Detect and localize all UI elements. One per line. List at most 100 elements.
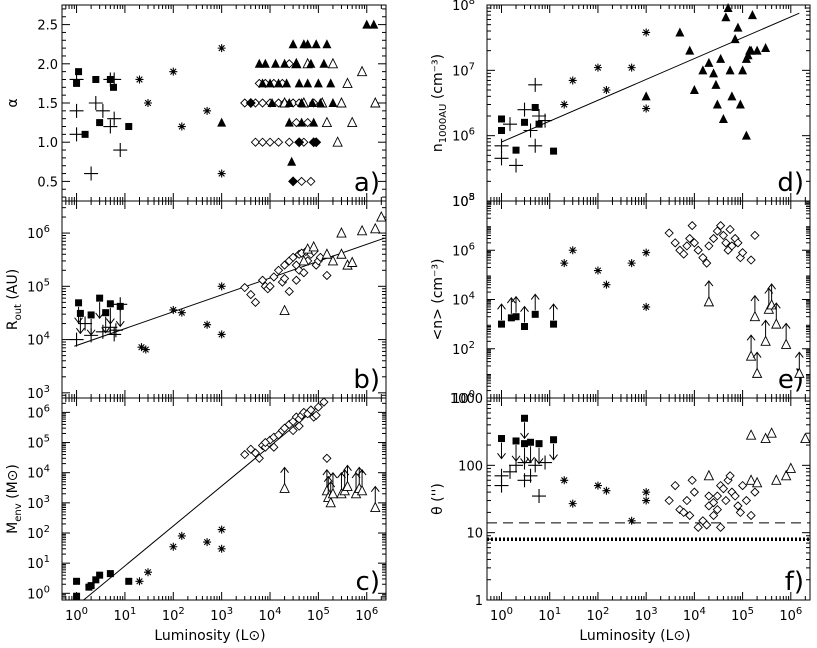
data-point-ot: [321, 116, 333, 128]
filled-triangle-marker: [284, 117, 294, 127]
x-tick-exponent: 3: [651, 606, 657, 617]
data-point-od: [269, 272, 279, 282]
data-point-ft: [743, 50, 753, 60]
plus-marker: [107, 327, 122, 342]
filled-triangle-marker: [685, 45, 695, 55]
data-point-ot: [321, 248, 333, 259]
open-diamond-marker: [682, 495, 692, 506]
open-diamond-marker: [246, 289, 256, 300]
data-point-ast: [217, 44, 226, 53]
plus-marker: [103, 320, 118, 335]
plus-marker: [532, 489, 547, 504]
data-point-ft: [282, 78, 292, 88]
y-axis-label-subscript: env: [13, 503, 24, 521]
open-diamond-marker: [741, 495, 752, 506]
filled-triangle-marker: [326, 78, 336, 88]
data-point-od: [746, 255, 756, 265]
plus-marker: [69, 332, 84, 347]
asterisk-marker: [217, 282, 226, 291]
data-point-od: [715, 522, 726, 532]
filled-triangle-marker: [369, 19, 379, 29]
data-point-od: [250, 297, 261, 307]
data-point-od: [322, 453, 332, 463]
open-diamond-marker: [322, 453, 332, 463]
y-tick-base: 10: [27, 527, 44, 542]
asterisk-marker: [217, 169, 226, 178]
data-point-ast: [642, 496, 651, 505]
open-triangle-marker: [298, 254, 310, 266]
x-tick-exponent: 4: [275, 606, 281, 617]
open-diamond-marker: [712, 226, 723, 236]
open-diamond-marker: [708, 510, 719, 521]
data-point-ft: [689, 85, 699, 95]
x-tick-base: 10: [210, 609, 227, 624]
data-point-ast: [642, 248, 651, 257]
data-point-od: [718, 230, 729, 241]
data-point-od: [299, 268, 309, 278]
x-tick-label: 106: [779, 606, 802, 624]
filled-triangle-marker: [725, 65, 735, 75]
data-point-ast: [217, 169, 226, 178]
data-point-ot: [336, 96, 347, 108]
square-marker: [535, 440, 543, 448]
open-diamond-marker: [687, 475, 697, 485]
data-point-ast: [217, 544, 226, 553]
open-diamond-marker: [260, 437, 270, 448]
open-diamond-marker: [733, 501, 743, 511]
y-tick-label: 103: [27, 494, 50, 512]
data-point-plus: [107, 72, 122, 87]
x-axis-label-right: Luminosity (L⊙): [579, 628, 690, 644]
plus-marker: [69, 127, 84, 142]
panel-a: 0.5 1.0 1.5 2.0 2.5 α a): [5, 4, 387, 202]
limit-arrow-head: [771, 302, 781, 309]
data-point-ft: [217, 117, 227, 127]
plus-marker: [69, 103, 84, 118]
square-marker: [521, 414, 529, 422]
data-point-od: [284, 59, 294, 69]
data-point-sq: [73, 592, 81, 600]
data-point-ast: [602, 86, 611, 95]
data-point-tri_up: [342, 464, 353, 491]
data-point-od: [708, 233, 719, 244]
square-marker: [73, 577, 81, 585]
square-marker: [75, 68, 83, 76]
data-point-tri_up: [703, 280, 715, 307]
data-point-od: [288, 252, 298, 262]
open-diamond-marker: [284, 286, 294, 297]
filled-triangle-marker: [267, 98, 277, 107]
data-point-ft: [725, 65, 735, 75]
y-tick-base: 10: [452, 195, 469, 210]
open-triangle-marker: [745, 350, 757, 361]
data-point-plus: [113, 297, 128, 312]
data-point-tri_up: [794, 351, 805, 378]
y-tick-label: 104: [452, 291, 475, 309]
data-point-ft: [685, 45, 695, 55]
data-point-ft: [718, 113, 728, 123]
y-tick-label: 2.0: [37, 58, 58, 73]
y-axis-label-subscript: 1000AU: [438, 104, 449, 144]
data-point-ft: [303, 78, 313, 88]
asterisk-marker: [217, 544, 226, 553]
open-diamond-marker: [725, 224, 735, 235]
open-triangle-marker: [356, 484, 368, 496]
data-point-od: [721, 238, 731, 248]
data-point-od: [279, 273, 290, 284]
y-tick-label: 106: [27, 224, 50, 242]
open-diamond-marker: [288, 252, 298, 262]
data-point-ot: [745, 429, 757, 440]
data-point-od: [306, 405, 316, 415]
x-tick-exponent: 0: [507, 606, 513, 617]
square-marker: [512, 313, 520, 321]
data-point-ot: [376, 211, 387, 222]
data-point-sq: [96, 571, 104, 579]
open-diamond-marker: [718, 484, 729, 494]
open-diamond-marker: [273, 265, 284, 275]
open-diamond-marker: [737, 480, 748, 491]
filled-triangle-marker: [727, 91, 737, 101]
data-point-od: [284, 137, 294, 147]
filled-triangle-marker: [741, 130, 751, 140]
data-point-plus: [95, 324, 110, 339]
y-axis-label: θ (''): [430, 483, 446, 515]
open-diamond-marker: [250, 448, 261, 458]
